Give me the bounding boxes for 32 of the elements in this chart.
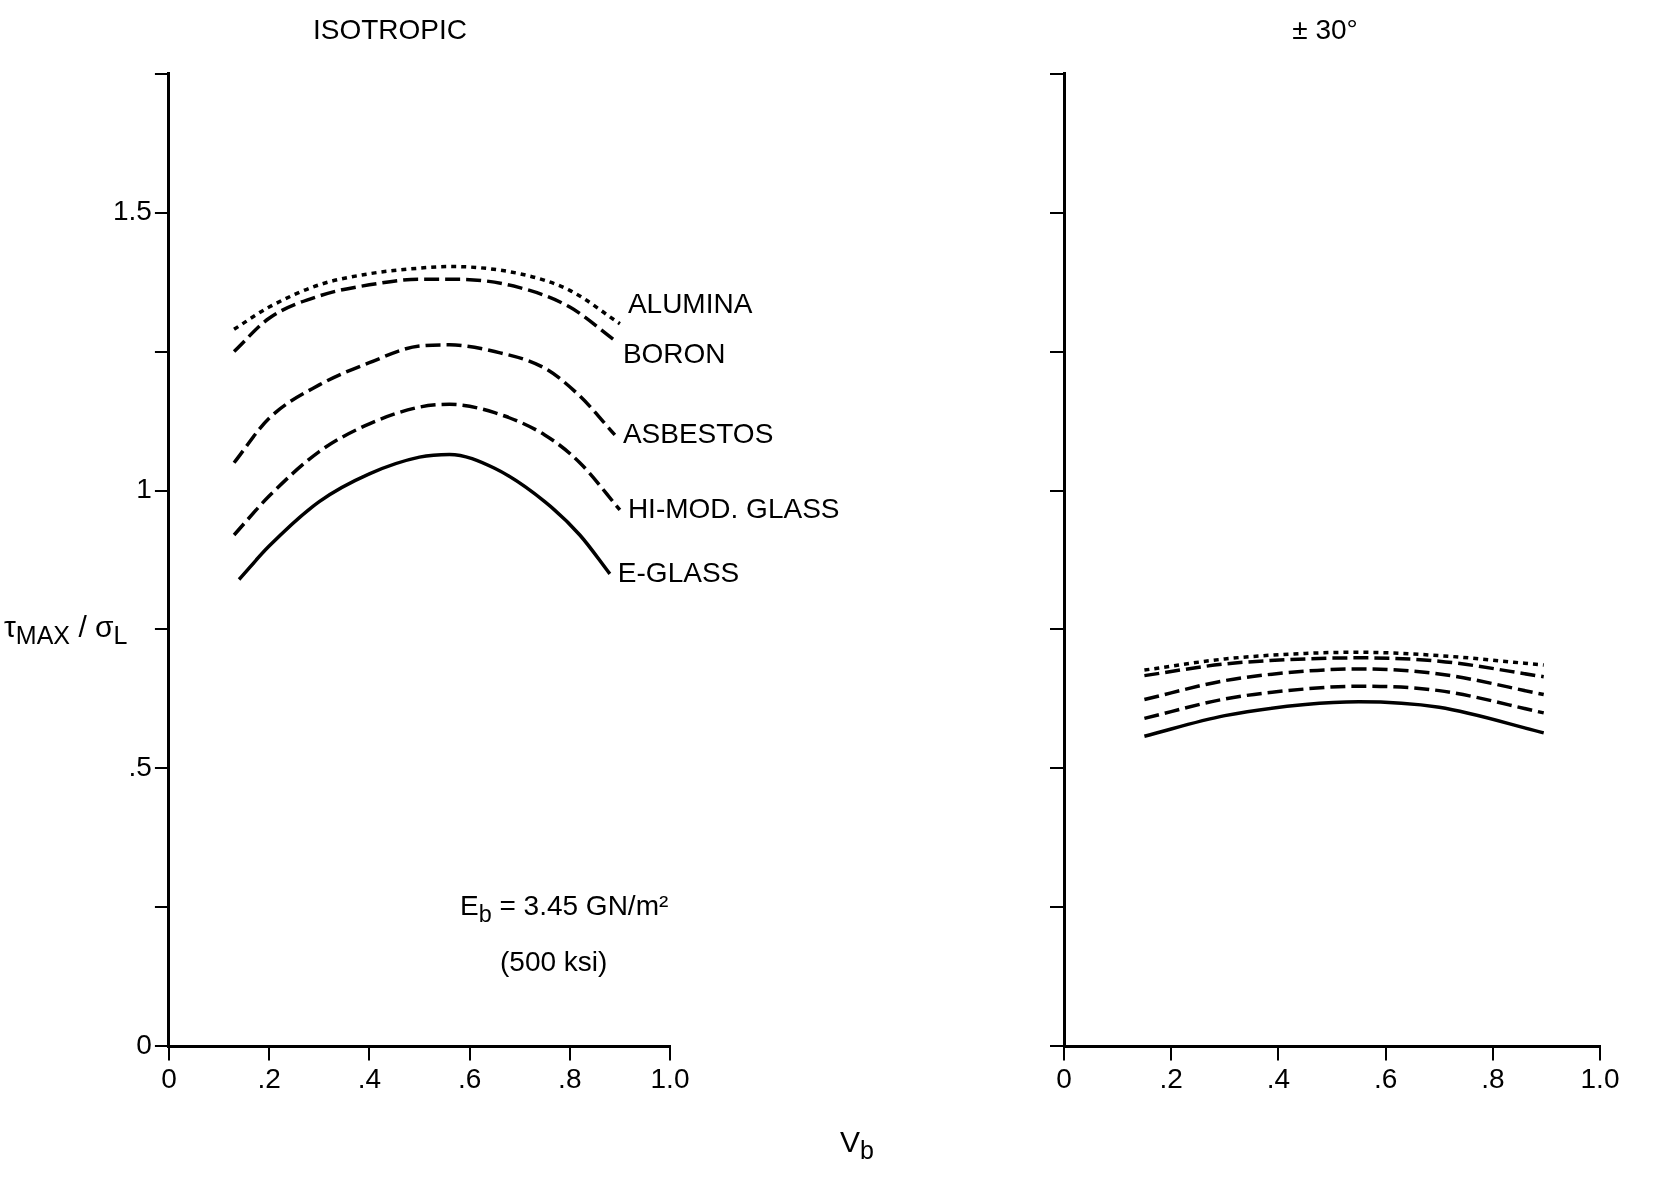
y-axis-title: τ$_{MAX}$ / σ$_{L}$	[4, 610, 128, 650]
annotation: (500 ksi)	[500, 946, 608, 978]
y-tick-label: 0	[136, 1029, 152, 1061]
line-series	[232, 264, 622, 332]
y-tick-label: 1.5	[112, 195, 152, 227]
x-tick-label: .4	[357, 1062, 382, 1094]
x-tick-label: 1.0	[650, 1062, 690, 1094]
x-tick-label: .6	[457, 1062, 482, 1094]
series-label: BORON	[622, 338, 726, 370]
x-tick-label: 1.0	[1580, 1062, 1620, 1094]
series-label: ASBESTOS	[622, 417, 774, 449]
chart-title: ISOTROPIC	[312, 13, 468, 45]
line-series	[232, 277, 617, 354]
x-axis-title: V$_{b}$	[840, 1125, 874, 1165]
chart-title: ± 30°	[1292, 13, 1358, 45]
line-series	[237, 452, 612, 582]
x-tick-label: .8	[1481, 1062, 1505, 1094]
x-tick-label: .8	[558, 1062, 582, 1094]
line-series	[232, 343, 617, 465]
x-tick-label: .2	[1159, 1062, 1183, 1094]
x-tick-label: .6	[1373, 1062, 1398, 1094]
y-tick-label: .5	[128, 751, 152, 783]
x-tick-label: .4	[1266, 1062, 1291, 1094]
x-tick-label: .2	[257, 1062, 281, 1094]
x-tick-label: 0	[161, 1062, 177, 1094]
y-tick-label: 1	[136, 473, 152, 505]
line-series	[232, 402, 622, 537]
x-tick-label: 0	[1056, 1062, 1072, 1094]
series-label: ALUMINA	[627, 288, 753, 320]
series-label: HI-MOD. GLASS	[627, 492, 840, 524]
series-label: E-GLASS	[617, 556, 740, 588]
annotation: E$_{b}$ = 3.45 GN/m²	[460, 890, 669, 928]
